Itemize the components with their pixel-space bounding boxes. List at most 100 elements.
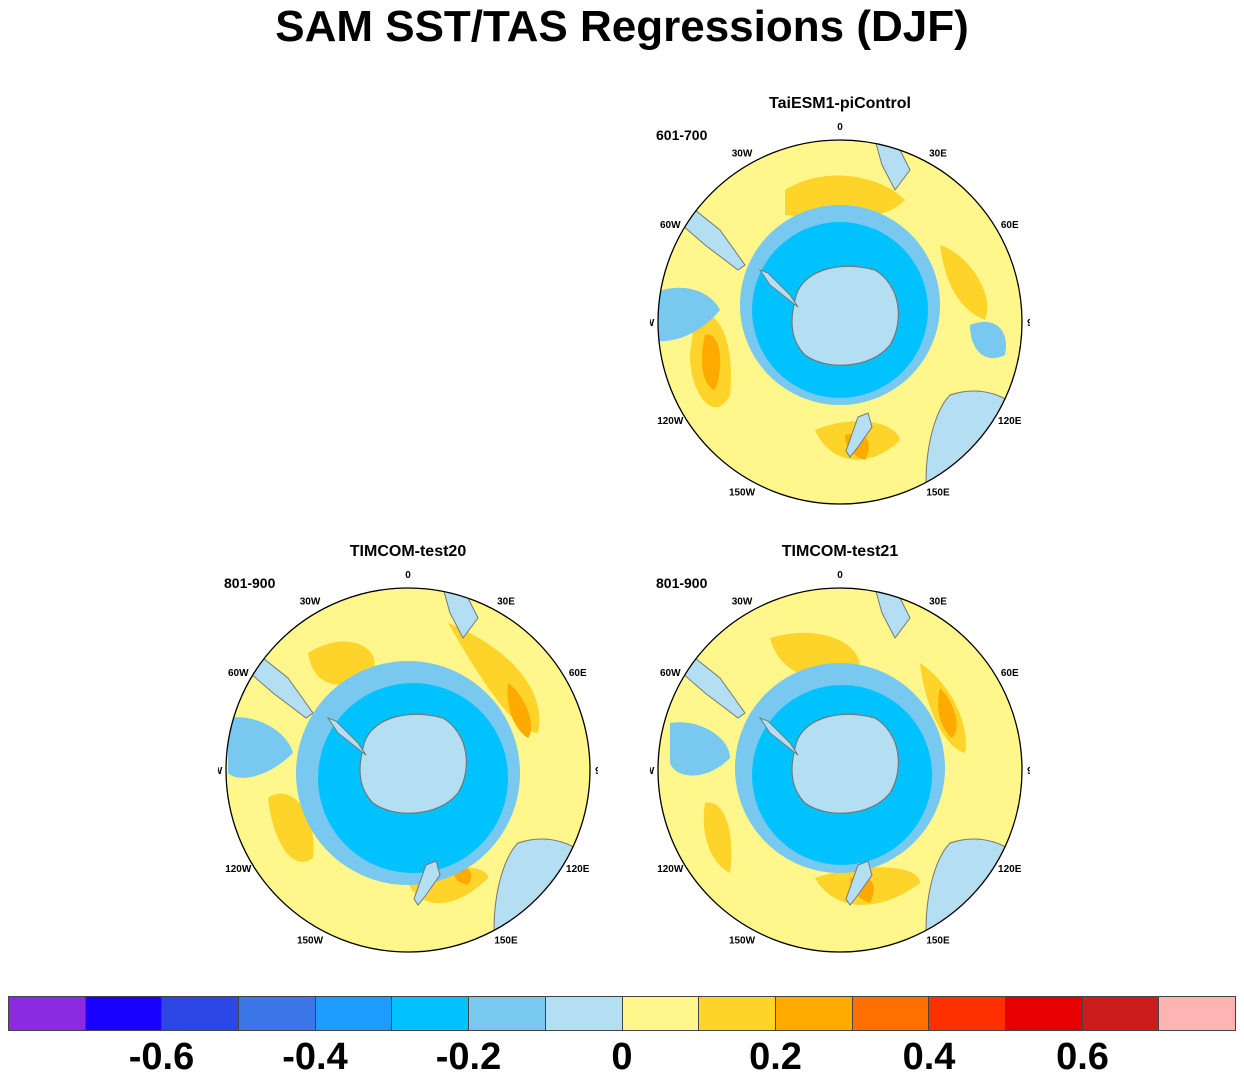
- anomaly-region: [228, 717, 293, 778]
- colorbar-tick-label: 0.6: [1056, 1036, 1109, 1078]
- longitude-label: 150E: [926, 936, 950, 947]
- longitude-label: 60W: [228, 668, 249, 679]
- map-boundary: [657, 139, 1023, 505]
- colorbar-swatch: [9, 997, 86, 1030]
- longitude-label: 90E: [595, 766, 598, 777]
- anomaly-region: [670, 722, 730, 776]
- polar-map: 0 30E 60E 90E 120E 150E 180 150W 120W 90W 60W 30W: [650, 570, 1030, 963]
- map-boundary: [225, 587, 591, 953]
- colorbar-tick-label: -0.4: [282, 1036, 348, 1078]
- colorbar-tick-label: 0.2: [749, 1036, 802, 1078]
- anomaly-region: [940, 245, 988, 320]
- longitude-label: 90W: [650, 318, 655, 329]
- longitude-label: 60E: [1001, 220, 1019, 231]
- longitude-label: 60E: [1001, 668, 1019, 679]
- colorbar-swatch: [699, 997, 776, 1030]
- longitude-label: 150W: [297, 936, 324, 947]
- colorbar-swatch: [1082, 997, 1160, 1030]
- colorbar-swatch: [162, 997, 240, 1030]
- map-field: [226, 588, 590, 952]
- colorbar-tick-label: -0.6: [128, 1036, 195, 1078]
- longitude-label: 150W: [729, 936, 756, 947]
- longitude-label: 90E: [1027, 766, 1030, 777]
- antarctic-peninsula: [758, 268, 799, 308]
- africa: [874, 140, 911, 191]
- map-panel-taiesm: TaiESM1-piControl 601-700 0 30E 60E 90E 120E…: [650, 95, 1030, 515]
- antarctica-land: [791, 713, 899, 814]
- colorbar-swatch: [1159, 997, 1235, 1030]
- new-zealand: [845, 860, 873, 906]
- polar-map: 0 30E 60E 90E 120E 150E 180 150W 120W 90W 60W 30W: [650, 122, 1030, 515]
- longitude-label: 0: [837, 570, 843, 581]
- colorbar-swatch: [315, 997, 393, 1030]
- longitude-label: 60W: [660, 220, 681, 231]
- longitude-label: 120W: [657, 864, 684, 875]
- africa: [874, 588, 911, 639]
- anomaly-region: [970, 321, 1006, 359]
- longitude-label: 120E: [998, 864, 1022, 875]
- anomaly-region: [938, 688, 957, 738]
- map-panel-test20: TIMCOM-test20 801-900 0 30E 60E 90E 120E 150E…: [218, 543, 598, 963]
- longitude-label: 150W: [729, 488, 756, 499]
- anomaly-region: [268, 793, 314, 862]
- longitude-label: 120W: [657, 416, 684, 427]
- colorbar: [8, 996, 1236, 1031]
- new-zealand: [845, 412, 873, 458]
- longitude-label: 0: [405, 570, 411, 581]
- colorbar-swatch: [85, 997, 163, 1030]
- colorbar-swatch: [545, 997, 623, 1030]
- colorbar-swatch: [622, 997, 700, 1030]
- longitude-label: 30W: [732, 596, 753, 607]
- anomaly-region: [702, 334, 721, 390]
- colorbar-tick-label: 0.4: [902, 1036, 956, 1078]
- longitude-label: 150E: [494, 936, 518, 947]
- map-field: [658, 588, 1022, 952]
- panel-title: TIMCOM-test21: [781, 543, 899, 560]
- longitude-label: 30E: [929, 596, 947, 607]
- antarctic-peninsula: [758, 716, 799, 756]
- antarctica-land: [791, 265, 899, 366]
- africa: [442, 588, 479, 639]
- longitude-label: 120E: [566, 864, 590, 875]
- panel-period: 601-700: [656, 127, 708, 143]
- longitude-label: 30W: [732, 148, 753, 159]
- longitude-label: 180: [832, 962, 849, 963]
- longitude-label: 60W: [660, 668, 681, 679]
- map-field: [658, 140, 1022, 504]
- panel-title: TaiESM1-piControl: [769, 95, 911, 112]
- panel-period: 801-900: [656, 575, 708, 591]
- colorbar-swatch: [469, 997, 546, 1030]
- antarctic-peninsula: [326, 716, 367, 756]
- figure-title: SAM SST/TAS Regressions (DJF): [275, 2, 969, 51]
- longitude-label: 180: [400, 962, 417, 963]
- antarctica-land: [359, 713, 467, 814]
- new-zealand: [413, 860, 441, 906]
- longitude-label: 60E: [569, 668, 587, 679]
- anomaly-region: [658, 287, 720, 342]
- colorbar-tick-label: 0: [611, 1036, 633, 1078]
- longitude-label: 180: [832, 514, 849, 515]
- colorbar-swatch: [852, 997, 930, 1030]
- colorbar-swatch: [392, 997, 470, 1030]
- longitude-label: 120E: [998, 416, 1022, 427]
- longitude-label: 150E: [926, 488, 950, 499]
- longitude-label: 0: [837, 122, 843, 133]
- map-boundary: [657, 587, 1023, 953]
- longitude-label: 90W: [650, 766, 655, 777]
- polar-map: 0 30E 60E 90E 120E 150E 180 150W 120W 90W 60W 30W: [218, 570, 598, 963]
- panel-title: TIMCOM-test20: [349, 543, 467, 560]
- longitude-label: 30E: [929, 148, 947, 159]
- longitude-label: 120W: [225, 864, 252, 875]
- colorbar-swatch: [775, 997, 853, 1030]
- anomaly-region: [507, 683, 532, 738]
- colorbar-swatch: [1005, 997, 1083, 1030]
- longitude-label: 90W: [218, 766, 223, 777]
- colorbar-tick-label: -0.2: [435, 1036, 502, 1078]
- longitude-label: 30W: [300, 596, 321, 607]
- panel-period: 801-900: [224, 575, 276, 591]
- longitude-label: 30E: [497, 596, 515, 607]
- colorbar-swatch: [929, 997, 1006, 1030]
- map-panel-test21: TIMCOM-test21 801-900 0 30E 60E 90E 120E 150E…: [650, 543, 1030, 963]
- anomaly-region: [703, 802, 732, 873]
- longitude-label: 90E: [1027, 318, 1030, 329]
